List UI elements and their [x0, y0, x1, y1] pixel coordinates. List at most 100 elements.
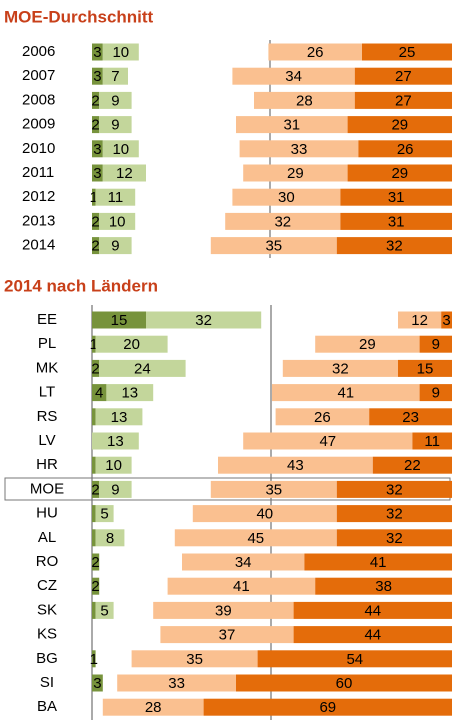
data-label: 2 [91, 360, 99, 377]
bar-segment [92, 408, 96, 426]
bar-segment [99, 237, 132, 255]
data-label: 25 [399, 44, 416, 61]
data-label: 3 [93, 68, 101, 85]
bar-segment [95, 335, 168, 353]
data-label: 9 [111, 481, 119, 498]
category-label: 2007 [22, 67, 55, 84]
bar-segment [92, 432, 139, 450]
bar-segment [419, 335, 452, 353]
bar-segment [99, 212, 136, 230]
data-label: 32 [386, 530, 403, 547]
category-label: MOE [30, 480, 64, 497]
category-label: HR [36, 456, 58, 473]
bar-segment [92, 529, 96, 547]
bar-segment [336, 480, 452, 498]
data-label: 54 [346, 651, 363, 668]
category-label: 2013 [22, 212, 55, 229]
bar-segment [362, 43, 452, 61]
bar-segment [210, 480, 337, 498]
data-label: 31 [388, 213, 405, 230]
bar-segment [99, 480, 132, 498]
bar-segment [268, 43, 362, 61]
data-label: 2 [91, 578, 99, 595]
category-label: RO [36, 553, 59, 570]
bar-segment [117, 674, 236, 692]
data-label: 15 [417, 360, 434, 377]
category-label: 2009 [22, 116, 55, 133]
bar-segment [336, 529, 452, 547]
data-label: 27 [395, 68, 412, 85]
bar-segment [336, 237, 452, 255]
data-label: 44 [364, 602, 381, 619]
data-label: 29 [391, 165, 408, 182]
data-label: 26 [314, 409, 331, 426]
bar-segment [293, 601, 452, 619]
category-label: BG [36, 650, 58, 667]
bar-segment [102, 164, 146, 182]
bar-segment [92, 212, 100, 230]
data-label: 2 [91, 213, 99, 230]
bar-segment [92, 553, 100, 571]
data-label: 15 [111, 312, 128, 329]
data-label: 32 [386, 481, 403, 498]
bar-segment [92, 91, 100, 109]
data-label: 3 [93, 44, 101, 61]
data-label: 32 [195, 312, 212, 329]
bar-segment [441, 311, 452, 329]
bar-segment [293, 626, 452, 644]
bar-segment [92, 67, 103, 85]
data-label: 9 [111, 117, 119, 134]
data-label: 41 [233, 578, 250, 595]
data-label: 10 [109, 213, 126, 230]
data-label: 29 [287, 165, 304, 182]
bar-segment [210, 237, 337, 255]
bar-segment [239, 140, 359, 158]
bar-segment [419, 384, 452, 402]
bar-segment [398, 311, 442, 329]
category-label: LV [38, 432, 55, 449]
category-label: 2011 [22, 164, 54, 181]
data-label: 29 [391, 117, 408, 134]
category-label: 2012 [22, 188, 55, 205]
data-label: 35 [265, 238, 282, 255]
bar-segment [92, 577, 100, 595]
bar-segment [275, 408, 370, 426]
bar-segment [153, 601, 294, 619]
data-label: 41 [370, 554, 387, 571]
bar-segment [95, 188, 136, 206]
bar-segment [95, 505, 114, 523]
bar-segment [372, 456, 452, 474]
data-label: 7 [111, 68, 119, 85]
bar-segment [232, 188, 341, 206]
category-label: 2006 [22, 43, 55, 60]
data-label: 3 [442, 312, 450, 329]
bar-segment [203, 698, 452, 716]
bar-segment [95, 456, 132, 474]
data-label: 30 [278, 189, 295, 206]
data-label: 2 [91, 554, 99, 571]
category-label: SI [40, 674, 54, 691]
bar-segment [398, 359, 452, 377]
bar-segment [354, 91, 452, 109]
bar-segment [99, 116, 132, 134]
bar-segment [102, 67, 128, 85]
data-label: 22 [404, 457, 421, 474]
bar-segment [99, 359, 186, 377]
data-label: 26 [397, 141, 414, 158]
category-label: BA [37, 698, 57, 715]
data-label: 5 [100, 506, 108, 523]
data-label: 2 [91, 92, 99, 109]
category-label: EE [37, 311, 57, 328]
data-label: 10 [105, 457, 122, 474]
bar-segment [92, 140, 103, 158]
bar-segment [102, 698, 204, 716]
data-label: 29 [359, 336, 376, 353]
bar-segment [167, 577, 316, 595]
data-label: 20 [123, 336, 140, 353]
bar-segment [182, 553, 305, 571]
bar-segment [102, 43, 139, 61]
data-label: 60 [336, 675, 353, 692]
data-label: 11 [424, 433, 440, 450]
data-label: 24 [134, 360, 151, 377]
